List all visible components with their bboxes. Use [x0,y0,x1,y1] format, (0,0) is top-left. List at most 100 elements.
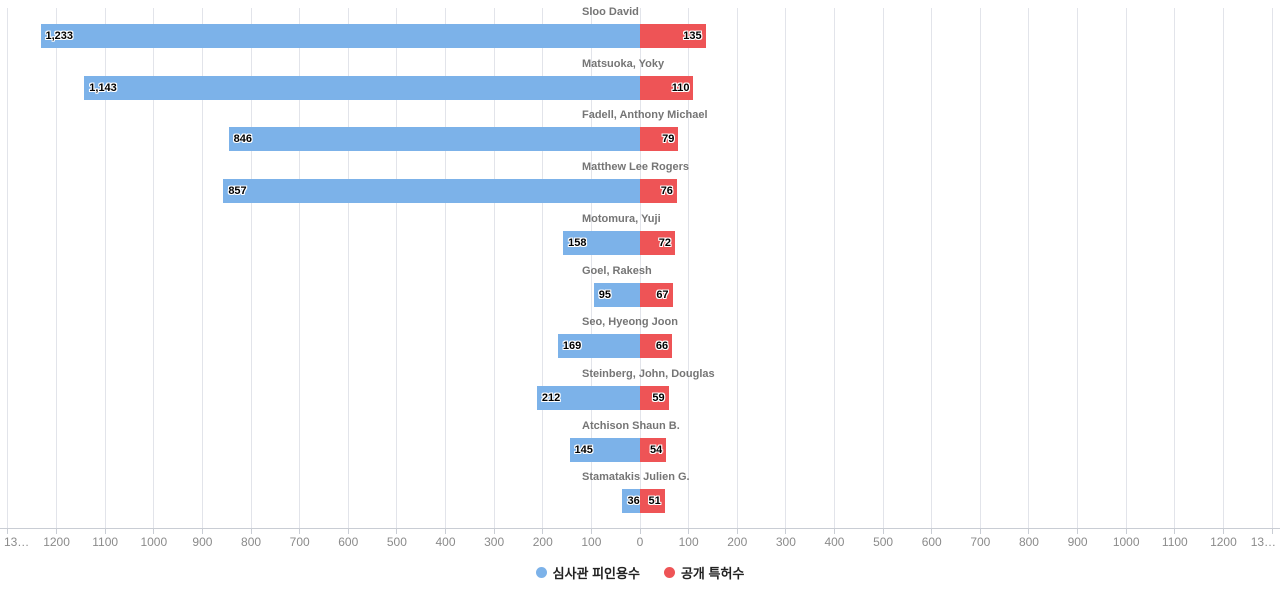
citations-bar[interactable] [84,75,640,100]
gridline [1222,8,1224,528]
axis-tick-label: 400 [824,535,845,549]
patents-bar[interactable] [640,127,679,152]
inventor-name-label: Fadell, Anthony Michael [582,109,708,122]
gridline [1271,8,1273,528]
axis-tick-label: 500 [386,535,407,549]
gridline [250,8,252,528]
citations-value-label: 1,233 [45,30,74,42]
axis-tick-label: 300 [775,535,796,549]
patents-bar[interactable] [640,282,673,307]
legend-dot-icon [535,567,547,578]
tick-mark [445,528,447,534]
patents-value-label: 66 [655,340,669,353]
gridline [347,8,349,528]
tick-mark [299,528,301,534]
gridline [639,8,641,528]
citations-value-label: 1,143 [89,81,117,94]
axis-tick-label: 900 [1067,535,1088,549]
citations-value-label: 95 [598,288,612,301]
patents-value-label: 59 [652,392,665,405]
gridline [104,8,106,528]
tick-mark [1028,528,1030,534]
patents-value-label: 51 [648,495,661,508]
axis-tick-label: 1000 [1112,535,1140,549]
gridline [542,8,544,528]
patents-bar[interactable] [640,75,694,100]
citations-bar[interactable] [622,489,640,514]
tick-mark [542,528,544,534]
tick-mark [396,528,398,534]
citations-bar[interactable] [40,24,640,48]
inventor-name-label: Steinberg, John, Douglas [582,368,715,381]
patents-bar[interactable] [640,179,677,204]
axis-tick-label: 13… [1250,535,1277,549]
axis-tick-label: 400 [435,535,456,549]
tick-mark [736,528,738,534]
axis-tick-label: 300 [484,535,505,549]
axis-tick-label: 200 [727,535,748,549]
patents-bar[interactable] [640,24,706,48]
tick-mark [1271,528,1273,534]
tick-mark [493,528,495,534]
axis-tick-label: 1200 [43,535,70,549]
legend-item-citations[interactable]: 심사관 피인용수 [535,563,640,582]
citations-bar[interactable] [593,282,640,307]
inventor-name-label: Stamatakis Julien G. [582,471,690,484]
patents-value-label: 135 [683,30,702,42]
axis-tick-label: 13… [3,535,30,549]
citations-bar[interactable] [563,230,640,255]
gridline [1028,8,1030,528]
axis-tick-label: 700 [289,535,310,549]
patents-bar[interactable] [640,386,669,411]
inventor-name-label: Seo, Hyeong Joon [582,316,678,329]
tick-mark [347,528,349,534]
gridline [833,8,835,528]
tick-mark [785,528,787,534]
tick-mark [590,528,592,534]
inventor-name-label: Motomura, Yuji [582,212,661,225]
patents-bar[interactable] [640,437,667,462]
axis-tick-label: 500 [873,535,894,549]
axis-tick-label: 800 [1018,535,1039,549]
axis-tick-label: 600 [921,535,942,549]
inventor-name-label: Matsuoka, Yoky [582,57,665,70]
tick-mark [1077,528,1079,534]
tick-mark [250,528,252,534]
patents-value-label: 67 [656,288,669,301]
gridline [590,8,592,528]
gridline [1174,8,1176,528]
citations-bar[interactable] [536,386,640,411]
gridline [299,8,301,528]
gridline [736,8,738,528]
patents-value-label: 54 [650,443,663,456]
tick-mark [639,528,641,534]
citations-value-label: 158 [568,236,587,249]
gridline [688,8,690,528]
legend-item-patents[interactable]: 공개 특허수 [663,563,744,582]
citations-value-label: 169 [562,340,582,353]
axis-tick-label: 1200 [1210,535,1237,549]
tick-mark [979,528,981,534]
tick-mark [1125,528,1127,534]
gridline [785,8,787,528]
axis-tick-label: 600 [338,535,359,549]
citations-bar[interactable] [557,334,640,359]
gridline [931,8,933,528]
citations-value-label: 145 [574,443,593,456]
citations-value-label: 846 [233,133,253,146]
axis-tick-label: 100 [581,535,602,549]
patents-value-label: 110 [671,81,690,94]
gridline [882,8,884,528]
patents-bar[interactable] [640,230,675,255]
citations-bar[interactable] [228,127,640,152]
axis-tick-label: 100 [678,535,699,549]
gridline [1125,8,1127,528]
patents-bar[interactable] [640,489,665,514]
tick-mark [931,528,933,534]
citations-bar[interactable] [223,179,640,204]
citations-bar[interactable] [569,437,640,462]
citations-value-label: 212 [541,392,561,405]
gridline [7,8,9,528]
patents-bar[interactable] [640,334,673,359]
